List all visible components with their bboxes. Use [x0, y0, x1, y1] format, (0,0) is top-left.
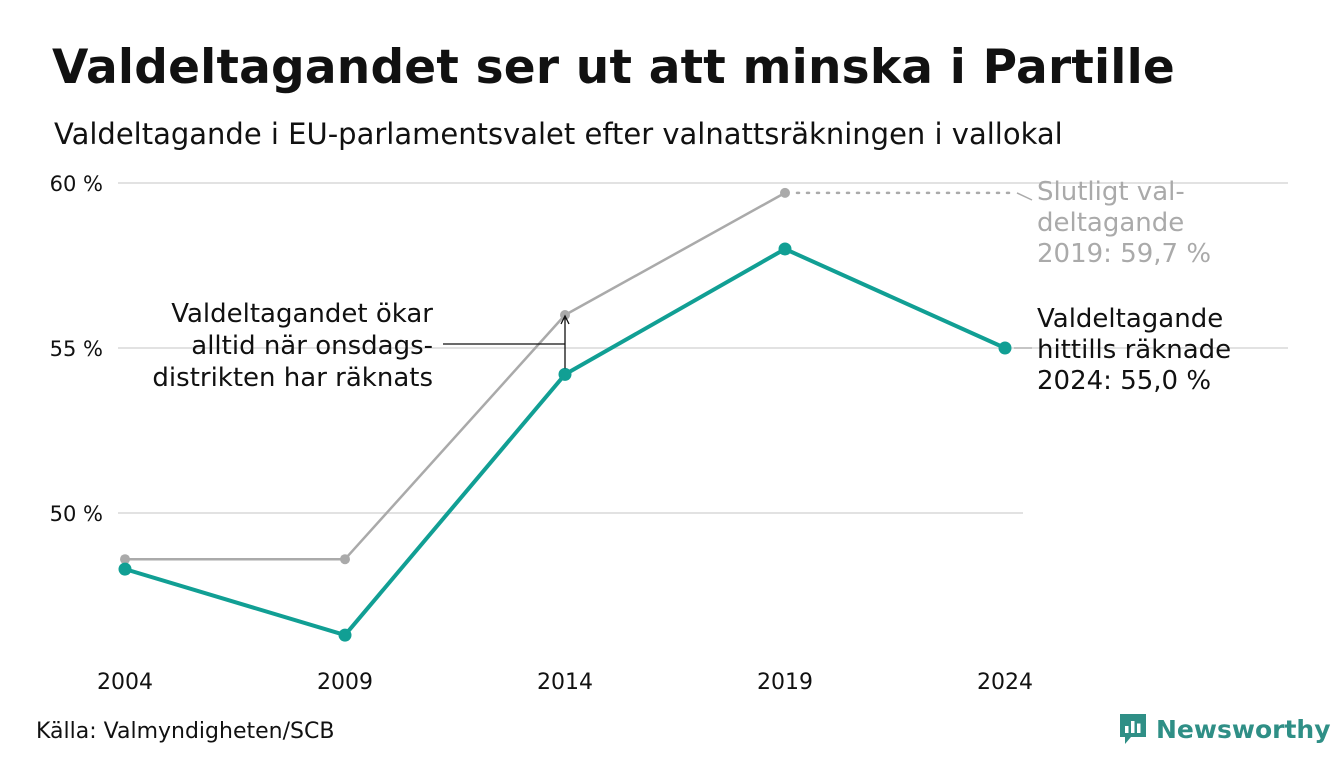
- data-point-election-night: [338, 628, 352, 642]
- brand-name: Newsworthy: [1156, 714, 1331, 744]
- line-chart: 50 % 55 % 60 % 2004 2009 2014 2019 2024 Slutli…: [50, 172, 1288, 695]
- x-tick-label: 2019: [757, 670, 813, 695]
- annotation-final-2019-line: deltagande: [1037, 208, 1184, 238]
- annotation-gap-2014-line: alltid när onsdags-: [191, 331, 433, 361]
- annotation-current-2024-line: Valdeltagande: [1037, 304, 1223, 334]
- series-line-final: [125, 191, 786, 561]
- annotation-current-2024-line: hittills räknade: [1037, 335, 1231, 365]
- page-title: Valdeltagandet ser ut att minska i Parti…: [52, 40, 1175, 95]
- data-point-final: [780, 187, 790, 198]
- final-2019-leader-tick: [1016, 192, 1033, 201]
- data-point-final: [340, 554, 350, 565]
- data-point-election-night: [778, 242, 792, 256]
- gridlines: [118, 182, 1288, 514]
- data-point-election-night: [558, 367, 572, 381]
- annotation-gap-2014-line: Valdeltagandet ökar: [171, 299, 433, 329]
- x-tick-label: 2004: [97, 670, 153, 695]
- series: [118, 187, 1012, 642]
- annotation-final-2019-line: 2019: 59,7 %: [1037, 239, 1211, 269]
- y-axis-ticks: 50 % 55 % 60 %: [50, 172, 103, 526]
- x-tick-label: 2009: [317, 670, 373, 695]
- y-tick-label: 55 %: [50, 337, 103, 361]
- data-point-election-night: [118, 562, 132, 576]
- x-tick-label: 2014: [537, 670, 593, 695]
- gap-arrowhead-icon: [560, 314, 570, 325]
- annotation-gap-2014-line: distrikten har räknats: [152, 363, 433, 393]
- y-tick-label: 50 %: [50, 502, 103, 526]
- annotation-current-2024-line: 2024: 55,0 %: [1037, 366, 1211, 396]
- x-axis-ticks: 2004 2009 2014 2019 2024: [97, 670, 1033, 695]
- data-point-final: [120, 554, 130, 565]
- brand-logo[interactable]: Newsworthy: [1118, 712, 1331, 746]
- x-tick-label: 2024: [977, 670, 1033, 695]
- y-tick-label: 60 %: [50, 172, 103, 196]
- source-note: Källa: Valmyndigheten/SCB: [36, 719, 335, 744]
- annotation-final-2019-line: Slutligt val-: [1037, 177, 1185, 207]
- page-subtitle: Valdeltagande i EU-parlamentsvalet efter…: [54, 117, 1063, 151]
- data-point-election-night: [998, 341, 1012, 355]
- newsworthy-logo-icon: [1120, 714, 1146, 744]
